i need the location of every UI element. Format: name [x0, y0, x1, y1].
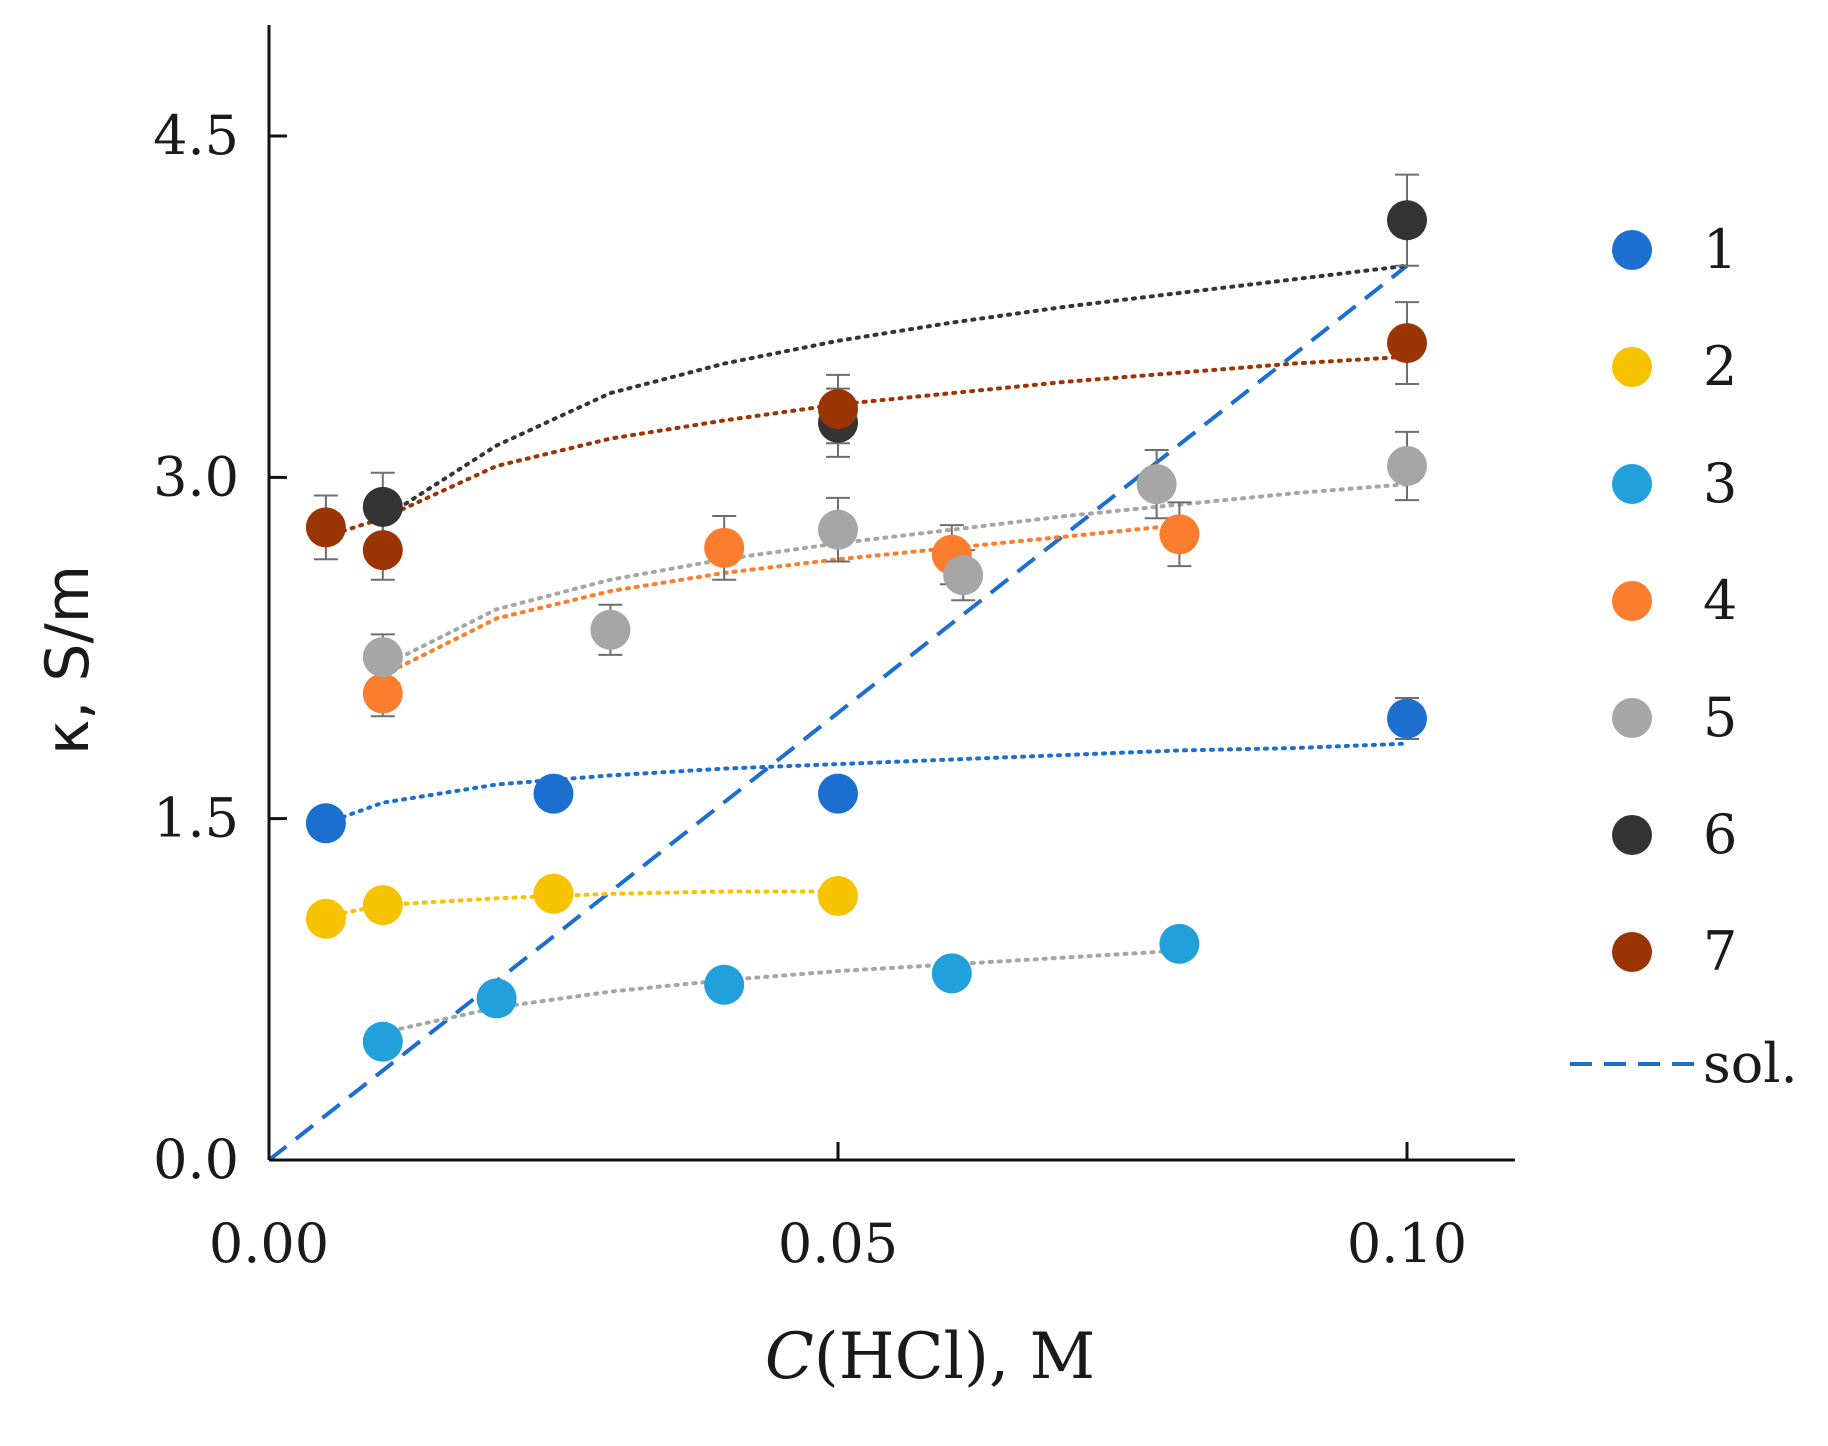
y-tick-label: 1.5: [153, 787, 239, 850]
fit-curve-series-4: [380, 523, 1182, 678]
legend-label-2: 2: [1703, 335, 1737, 398]
data-point-series-2: [305, 898, 346, 939]
data-point-series-6: [1387, 200, 1427, 241]
x-tick-label: 0.10: [1347, 1212, 1467, 1275]
data-point-series-3: [476, 978, 517, 1019]
fit-curve-series-1: [323, 741, 1409, 826]
legend-label-6: 6: [1703, 803, 1737, 866]
data-point-series-1: [533, 773, 574, 814]
data-point-series-5: [1136, 464, 1177, 505]
data-point-series-5: [943, 555, 984, 596]
data-point-series-3: [931, 953, 972, 994]
data-point-series-7: [1387, 323, 1427, 364]
data-point-series-5: [818, 509, 858, 550]
data-point-series-5: [590, 609, 631, 650]
data-point-series-2: [533, 873, 574, 914]
fit-curve-series-7: [323, 354, 1409, 539]
data-point-series-3: [362, 1021, 403, 1062]
data-point-series-7: [362, 530, 403, 571]
y-tick-label: 3.0: [153, 445, 239, 508]
data-point-series-2: [818, 876, 858, 917]
fit-curve-series-6: [380, 263, 1409, 521]
y-tick-label: 4.5: [153, 104, 239, 167]
legend-label-sol: sol.: [1703, 1032, 1798, 1095]
x-axis-title-italic: C: [765, 1320, 814, 1394]
legend-marker-4: [1612, 581, 1652, 621]
data-point-series-4: [1159, 514, 1200, 555]
data-point-series-1: [818, 773, 858, 814]
legend-label-1: 1: [1703, 218, 1737, 281]
data-point-series-5: [362, 637, 403, 678]
fit-curve-series-5: [380, 482, 1409, 669]
data-point-series-7: [818, 389, 858, 430]
legend-label-4: 4: [1703, 569, 1737, 632]
axes: [267, 25, 1515, 1162]
legend-marker-3: [1612, 464, 1652, 504]
legend-marker-6: [1612, 815, 1652, 855]
axis-ticks: 0.0 1.5 3.0 4.5 0.00 0.05 0.10: [153, 104, 1467, 1275]
x-tick-label: 0.05: [778, 1212, 898, 1275]
plot-area: [267, 173, 1427, 1162]
fit-curve-series-3: [380, 948, 1182, 1035]
data-point-series-4: [362, 673, 403, 714]
x-axis-title: C(HCl), M: [765, 1320, 1095, 1394]
data-point-series-2: [362, 885, 403, 926]
data-point-series-3: [1159, 923, 1200, 964]
legend: 1 2 3 4 5 6 7 sol.: [1570, 218, 1798, 1095]
data-point-series-1: [1387, 698, 1427, 739]
legend-label-7: 7: [1703, 920, 1737, 983]
legend-marker-7: [1612, 932, 1652, 972]
data-point-series-1: [305, 803, 346, 844]
legend-marker-5: [1612, 698, 1652, 738]
data-point-series-6: [362, 486, 403, 527]
data-point-series-3: [704, 964, 745, 1005]
data-point-series-5: [1387, 445, 1427, 486]
y-axis-title: κ, S/m: [33, 565, 103, 755]
series-line-sol: [267, 264, 1409, 1162]
data-point-series-7: [305, 507, 346, 548]
legend-marker-2: [1612, 347, 1652, 387]
x-tick-label: 0.00: [209, 1212, 329, 1275]
y-tick-label: 0.0: [153, 1128, 239, 1191]
legend-marker-1: [1612, 230, 1652, 270]
legend-label-3: 3: [1703, 452, 1737, 515]
data-point-series-4: [704, 527, 745, 568]
x-axis-title-rest: (HCl), M: [814, 1320, 1095, 1394]
legend-label-5: 5: [1703, 686, 1737, 749]
